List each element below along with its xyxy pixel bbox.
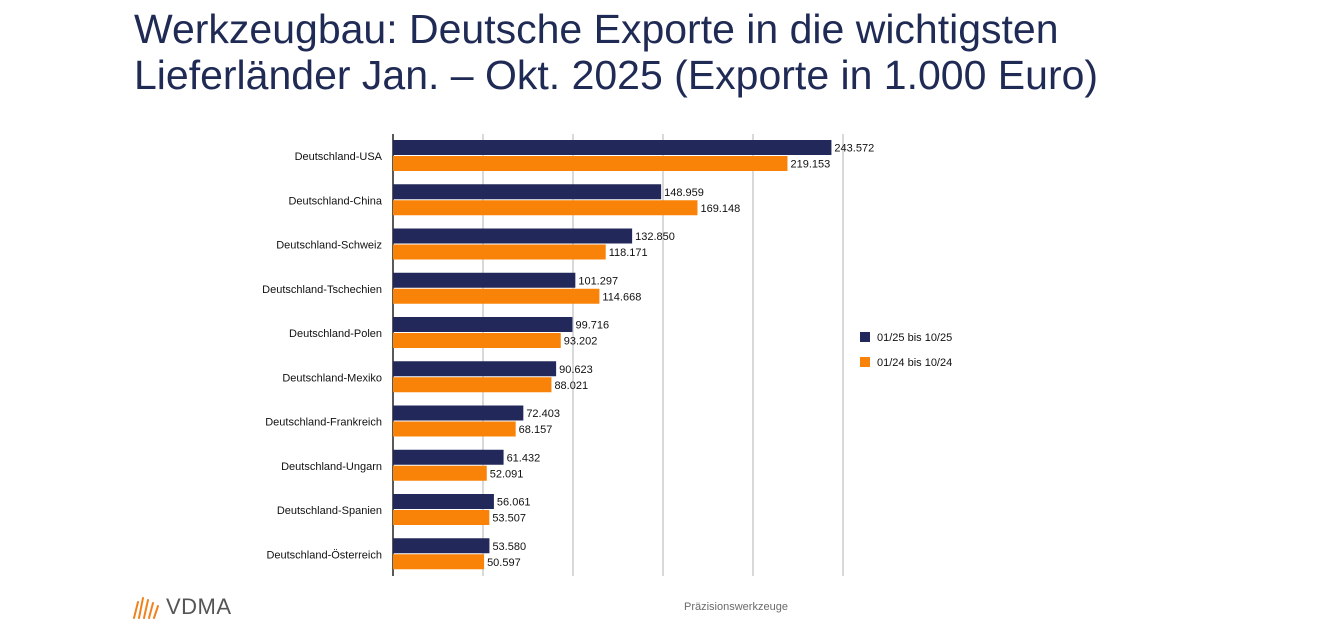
- bar: [393, 288, 600, 304]
- bar: [393, 184, 662, 200]
- category-label: Deutschland-Tschechien: [262, 284, 382, 296]
- vdma-logo: VDMA: [132, 592, 232, 622]
- category-label: Deutschland-Ungarn: [281, 461, 382, 473]
- legend-label: 01/25 bis 10/25: [877, 332, 952, 344]
- bar: [393, 333, 561, 348]
- bar: [393, 554, 485, 570]
- page-title-line-1: Werkzeugbau: Deutsche Exporte in die wic…: [134, 6, 1059, 52]
- category-label: Deutschland-Polen: [289, 328, 382, 340]
- category-label: Deutschland-Mexiko: [282, 372, 382, 384]
- bar: [393, 200, 698, 216]
- bar: [393, 449, 504, 465]
- data-label: 219.153: [790, 159, 830, 171]
- bar: [393, 156, 788, 171]
- category-label: Deutschland-Österreich: [266, 549, 382, 561]
- bar: [393, 465, 487, 481]
- legend-swatch: [860, 332, 870, 342]
- data-label: 88.021: [554, 380, 588, 392]
- data-label: 101.297: [578, 275, 618, 287]
- footer-caption: Präzisionswerkzeuge: [684, 601, 788, 613]
- category-label: Deutschland-China: [288, 195, 382, 207]
- bar: [393, 228, 633, 244]
- category-label: Deutschland-Schweiz: [276, 240, 382, 252]
- data-label: 243.572: [834, 143, 874, 155]
- category-label: Deutschland-Spanien: [277, 505, 382, 517]
- data-label: 148.959: [664, 187, 704, 199]
- vdma-stripes-icon: [133, 597, 159, 619]
- data-label: 99.716: [575, 320, 609, 332]
- bar: [393, 317, 573, 332]
- data-label: 118.171: [609, 247, 648, 259]
- bar: [393, 244, 606, 260]
- page-title-line-2: Lieferländer Jan. – Okt. 2025 (Exporte i…: [134, 52, 1099, 98]
- bar: [393, 421, 516, 437]
- data-label: 53.580: [492, 541, 526, 553]
- data-label: 114.668: [602, 291, 641, 303]
- data-label: 53.507: [492, 513, 526, 525]
- data-label: 90.623: [559, 364, 593, 376]
- data-label: 52.091: [490, 468, 524, 480]
- data-label: 93.202: [564, 336, 598, 348]
- legend-label: 01/24 bis 10/24: [877, 357, 952, 369]
- data-label: 132.850: [635, 231, 675, 243]
- data-label: 61.432: [507, 452, 541, 464]
- bar: [393, 272, 576, 288]
- category-label: Deutschland-Frankreich: [265, 417, 382, 429]
- bar: [393, 494, 494, 509]
- page-title: Werkzeugbau: Deutsche Exporte in die wic…: [134, 6, 1284, 98]
- data-label: 50.597: [487, 557, 521, 569]
- bar: [393, 361, 557, 377]
- legend-swatch: [860, 357, 870, 367]
- bar: [393, 510, 490, 525]
- data-label: 169.148: [700, 203, 740, 215]
- vdma-logo-text: VDMA: [166, 594, 232, 619]
- data-label: 68.157: [519, 424, 553, 436]
- category-label: Deutschland-USA: [295, 151, 383, 163]
- bar: [393, 538, 490, 554]
- data-label: 72.403: [526, 408, 560, 420]
- bar: [393, 140, 832, 155]
- bar: [393, 405, 524, 421]
- bar: [393, 377, 552, 393]
- data-label: 56.061: [497, 497, 531, 509]
